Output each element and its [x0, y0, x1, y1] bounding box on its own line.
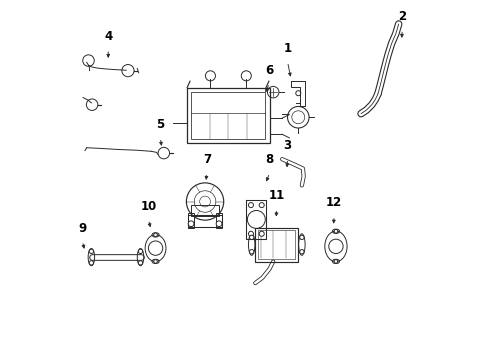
Text: 8: 8: [265, 153, 273, 166]
Bar: [255, 228, 298, 262]
Circle shape: [138, 249, 142, 253]
Circle shape: [188, 221, 194, 226]
Text: 5: 5: [156, 118, 164, 131]
Text: 3: 3: [283, 139, 291, 152]
Text: 10: 10: [140, 200, 156, 213]
Circle shape: [259, 203, 264, 208]
Circle shape: [89, 261, 93, 265]
Circle shape: [299, 235, 304, 239]
Bar: [191, 205, 218, 216]
Text: 12: 12: [325, 197, 342, 210]
Bar: [187, 87, 269, 143]
Circle shape: [248, 231, 253, 236]
Text: 11: 11: [268, 189, 285, 202]
Text: 1: 1: [283, 42, 291, 55]
Text: 9: 9: [78, 221, 86, 234]
Circle shape: [333, 229, 337, 233]
Bar: [191, 92, 265, 139]
Circle shape: [249, 249, 253, 254]
Bar: [187, 215, 222, 226]
Text: 7: 7: [203, 153, 210, 166]
Bar: [187, 213, 194, 228]
Circle shape: [89, 249, 93, 253]
Circle shape: [153, 260, 157, 263]
Circle shape: [216, 221, 222, 226]
Text: 2: 2: [397, 10, 406, 23]
Circle shape: [259, 231, 264, 236]
Circle shape: [248, 203, 253, 208]
Bar: [258, 230, 295, 259]
Circle shape: [249, 235, 253, 239]
Circle shape: [299, 249, 304, 254]
Text: 4: 4: [104, 30, 112, 42]
Circle shape: [138, 261, 142, 265]
Circle shape: [333, 260, 337, 263]
Bar: [215, 213, 222, 228]
Circle shape: [153, 233, 157, 237]
Text: 6: 6: [265, 64, 273, 77]
